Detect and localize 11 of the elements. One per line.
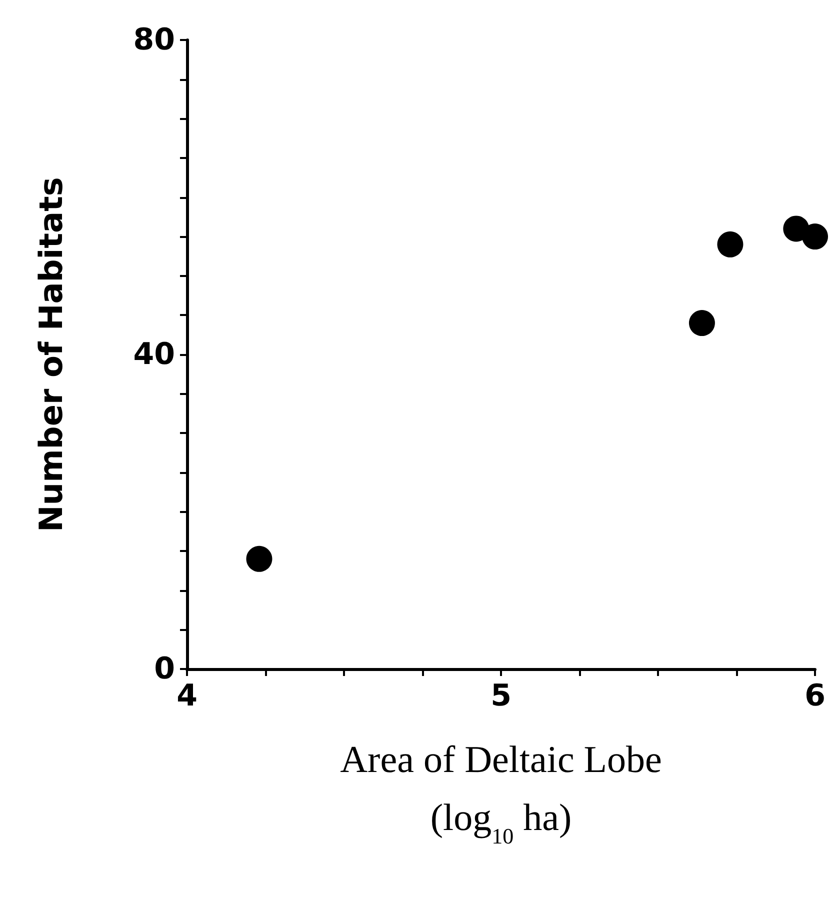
point: [246, 546, 272, 572]
x-tick-label: 4: [176, 678, 198, 714]
x-tick-label: 6: [804, 678, 826, 714]
y-tick-label: 40: [133, 337, 175, 372]
y-tick-label: 80: [133, 22, 175, 58]
y-axis-title: Number of Habitats: [32, 177, 70, 532]
point: [802, 224, 828, 250]
x-tick-label: 5: [490, 678, 512, 714]
point: [688, 310, 715, 336]
y-tick-label: 0: [154, 652, 175, 686]
point: [717, 231, 744, 258]
